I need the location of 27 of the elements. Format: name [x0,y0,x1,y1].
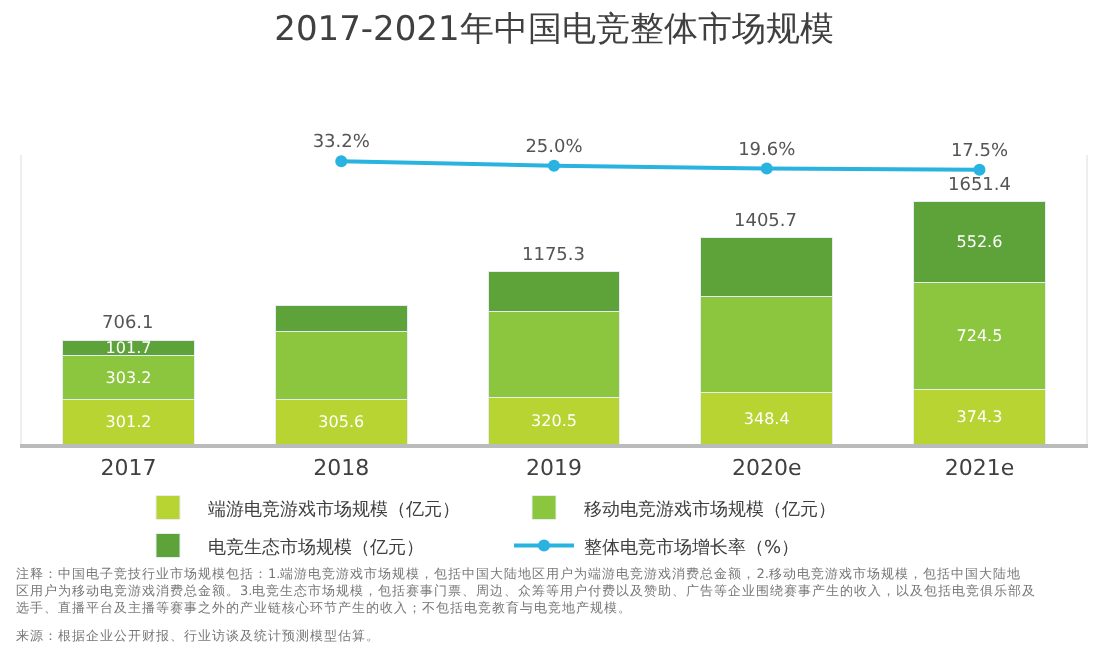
legend-label: 电竞生态市场规模（亿元） [208,536,424,559]
data-label: 33.2% [312,133,371,154]
legend-label: 移动电竞游戏市场规模（亿元） [584,498,836,521]
data-label: 348.4 [743,409,790,428]
x-tick-label: 2018 [313,454,370,481]
x-tick-label: 2021e [944,454,1015,481]
data-label: 25.0% [525,137,584,158]
legend-label: 端游电竞游戏市场规模（亿元） [208,498,460,521]
x-tick-label: 2019 [526,454,582,481]
data-label: 374.3 [956,407,1003,426]
total-label: 1175.3 [522,246,585,266]
total-label: 1405.7 [734,212,797,232]
data-label: 101.7 [105,338,152,357]
data-label: 303.2 [105,368,152,387]
data-label: 552.6 [956,232,1003,251]
data-label: 19.6% [738,140,797,161]
total-label: 706.1 [102,314,154,334]
chart-title: 2017-2021年中国电竞整体市场规模 [274,10,834,51]
data-label: 17.5% [950,141,1009,162]
x-tick-label: 2017 [100,454,157,481]
total-label: 1651.4 [948,176,1012,196]
x-tick-label: 2020e [731,454,802,481]
data-label: 320.5 [531,411,577,430]
data-label: 301.2 [105,413,152,432]
legend-label: 整体电竞市场增长率（%） [584,536,800,559]
data-label: 724.5 [956,326,1003,345]
data-label: 305.6 [318,412,365,431]
